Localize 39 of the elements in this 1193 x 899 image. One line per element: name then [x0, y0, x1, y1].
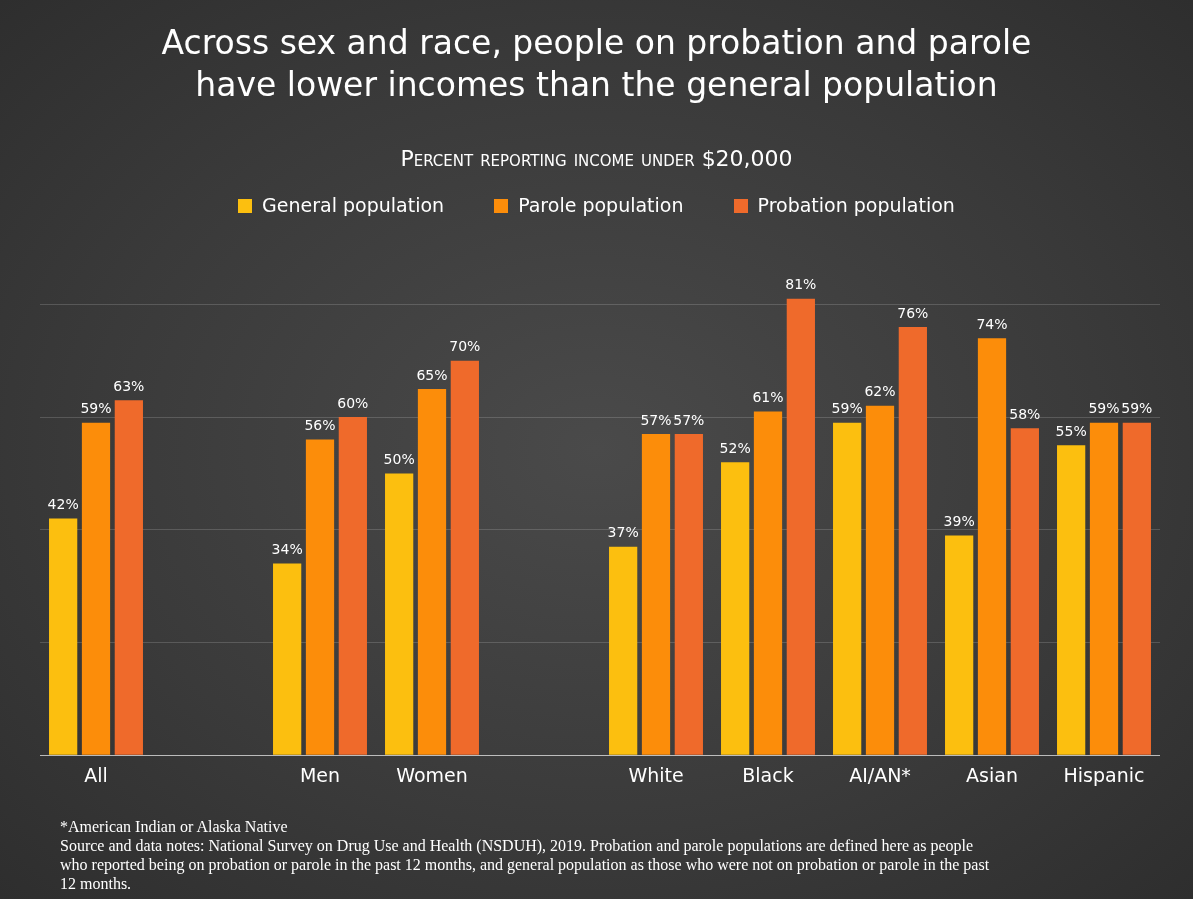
data-label: 60%	[337, 394, 369, 411]
data-label: 59%	[1088, 400, 1120, 417]
data-label: 59%	[1121, 400, 1153, 417]
x-tick-label: All	[84, 763, 108, 786]
x-tick-label: Asian	[966, 763, 1018, 786]
text: *American Indian or Alaska Native	[60, 817, 289, 836]
x-tick-label: Men	[299, 763, 341, 786]
x-tick-label: Women	[396, 763, 468, 786]
legend-label: Parole population	[517, 194, 684, 216]
x-tick-label: AI/AN*	[849, 763, 911, 786]
data-label: 58%	[1009, 405, 1041, 422]
chart-title: Across sex and race, people on probation and parole have lower incomes than the general population	[160, 22, 1033, 106]
data-label: 70%	[449, 338, 481, 355]
data-label: 50%	[383, 451, 415, 468]
data-label: 61%	[752, 389, 784, 406]
data-label: 59%	[831, 400, 863, 417]
data-label: 81%	[785, 276, 817, 293]
x-tick-label: Hispanic	[1063, 763, 1145, 786]
source-note: Source and data notes: National Survey on Drug Use and Health (NSDUH), 2019. Probation and parole populations are defined here as people who reported being on probation or parole in the past 12 months, and general population as those who were not on probation or parole in the past 12 months.	[60, 836, 991, 893]
chart-subtitle: Percent reporting income under $20,000	[399, 146, 794, 171]
data-label: 76%	[897, 304, 929, 321]
data-label: 55%	[1055, 422, 1087, 439]
data-label: 37%	[607, 524, 639, 541]
data-label: 34%	[271, 541, 303, 558]
data-label: 39%	[943, 513, 975, 530]
legend-label: General population	[261, 194, 445, 216]
x-tick-label: White	[628, 763, 684, 786]
data-label: 57%	[673, 411, 705, 428]
legend-label: Probation population	[756, 194, 955, 216]
data-label: 42%	[47, 496, 79, 513]
data-label: 56%	[304, 417, 336, 434]
data-label: 65%	[416, 366, 448, 383]
data-label: 74%	[976, 315, 1008, 332]
data-label: 63%	[113, 377, 145, 394]
data-label: 52%	[719, 439, 751, 456]
data-label: 57%	[640, 411, 672, 428]
data-label: 59%	[80, 400, 112, 417]
data-label: 62%	[864, 383, 896, 400]
x-tick-label: Black	[742, 763, 794, 786]
